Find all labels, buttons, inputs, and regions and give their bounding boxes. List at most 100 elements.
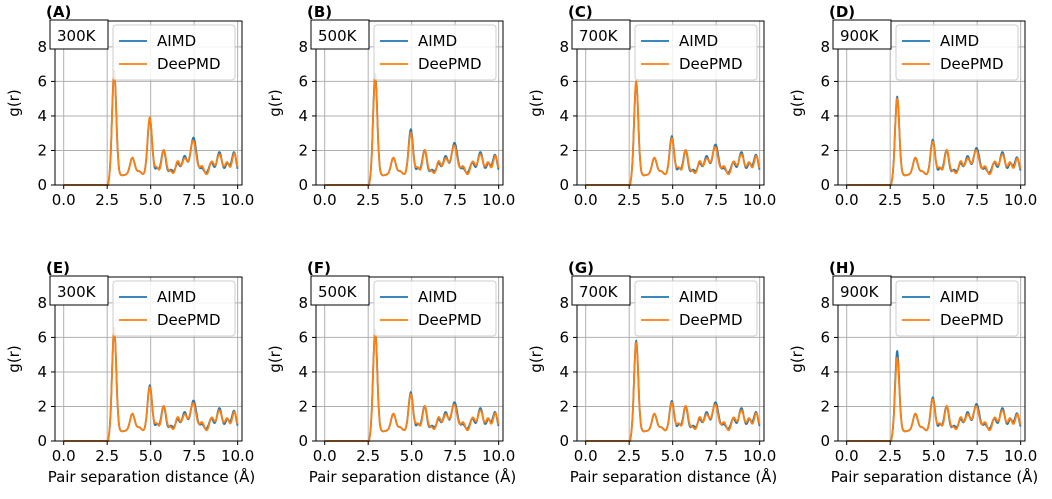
y-tick-label: 6 xyxy=(298,72,308,90)
y-tick-label: 4 xyxy=(37,363,47,381)
panel-h: 0.0 2.5 5.0 7.5 10.0 0 2 4 6 8 g(r) Pair separation… xyxy=(788,259,1038,486)
axes-frame xyxy=(837,20,1026,186)
x-tick-label: 2.5 xyxy=(617,447,641,465)
x-tick-label: 10.0 xyxy=(743,447,776,465)
x-tick-label: 7.5 xyxy=(965,447,989,465)
x-tick-label: 7.5 xyxy=(965,191,989,209)
x-tick-label: 10.0 xyxy=(482,191,515,209)
y-tick-label: 8 xyxy=(820,38,830,56)
legend-deepmd-label: DeePMD xyxy=(157,55,221,73)
x-tick-label: 0.0 xyxy=(835,191,859,209)
temperature-box xyxy=(832,19,892,50)
panel-f: 0.0 2.5 5.0 7.5 10.0 0 2 4 6 8 g(r) Pair separation… xyxy=(266,259,516,486)
axes-frame xyxy=(54,20,243,186)
legend-aimd-label: AIMD xyxy=(157,288,196,306)
temperature-label: 300K xyxy=(57,27,97,45)
y-tick-label: 8 xyxy=(37,294,47,312)
y-tick-label: 0 xyxy=(820,432,830,450)
y-tick-label: 4 xyxy=(820,107,830,125)
y-tick-label: 0 xyxy=(559,176,569,194)
legend-box xyxy=(112,280,236,337)
y-tick-label: 6 xyxy=(37,72,47,90)
x-axis-label: Pair separation distance (Å) xyxy=(309,467,517,486)
y-tick-label: 8 xyxy=(559,294,569,312)
x-tick-label: 2.5 xyxy=(95,447,119,465)
temperature-box xyxy=(49,19,109,50)
axes-frame xyxy=(315,20,504,186)
temperature-box xyxy=(310,275,370,306)
x-axis-label: Pair separation distance (Å) xyxy=(831,467,1039,486)
legend-box xyxy=(373,24,497,81)
y-tick-label: 0 xyxy=(298,176,308,194)
legend-deepmd-label: DeePMD xyxy=(157,311,221,329)
x-tick-label: 0.0 xyxy=(574,191,598,209)
temperature-label: 900K xyxy=(840,27,880,45)
x-tick-label: 10.0 xyxy=(221,447,254,465)
y-tick-label: 8 xyxy=(298,294,308,312)
x-tick-label: 0.0 xyxy=(835,447,859,465)
x-tick-label: 10.0 xyxy=(221,191,254,209)
panel-c: 0.0 2.5 5.0 7.5 10.0 0 2 4 6 8 g(r) (C) 700K AIMD DeeP… xyxy=(527,3,776,209)
x-tick-label: 7.5 xyxy=(443,191,467,209)
y-tick-label: 2 xyxy=(559,397,569,415)
y-tick-label: 4 xyxy=(820,363,830,381)
axes-frame xyxy=(576,276,765,442)
legend-deepmd-label: DeePMD xyxy=(418,311,482,329)
x-tick-label: 0.0 xyxy=(313,447,337,465)
y-tick-label: 6 xyxy=(559,72,569,90)
x-tick-label: 2.5 xyxy=(356,191,380,209)
y-axis-label: g(r) xyxy=(266,345,284,372)
y-tick-label: 6 xyxy=(820,72,830,90)
axes-frame xyxy=(837,276,1026,442)
legend-box xyxy=(895,24,1019,81)
x-axis-label: Pair separation distance (Å) xyxy=(48,467,256,486)
x-tick-label: 7.5 xyxy=(443,447,467,465)
y-tick-label: 2 xyxy=(37,141,47,159)
x-tick-label: 5.0 xyxy=(139,191,163,209)
panel-g: 0.0 2.5 5.0 7.5 10.0 0 2 4 6 8 g(r) Pair separation… xyxy=(527,259,777,486)
temperature-box xyxy=(571,275,631,306)
temperature-label: 300K xyxy=(57,283,97,301)
x-tick-label: 5.0 xyxy=(139,447,163,465)
y-axis-label: g(r) xyxy=(527,345,545,372)
x-tick-label: 5.0 xyxy=(400,447,424,465)
x-tick-label: 2.5 xyxy=(95,191,119,209)
legend-aimd-label: AIMD xyxy=(418,32,457,50)
panel-label: (F) xyxy=(307,259,331,277)
y-tick-label: 2 xyxy=(559,141,569,159)
temperature-label: 700K xyxy=(579,27,619,45)
x-tick-label: 2.5 xyxy=(356,447,380,465)
legend-aimd-label: AIMD xyxy=(418,288,457,306)
x-tick-label: 2.5 xyxy=(878,191,902,209)
legend-aimd-label: AIMD xyxy=(940,288,979,306)
panel-label: (E) xyxy=(46,259,70,277)
y-tick-label: 2 xyxy=(820,397,830,415)
legend-box xyxy=(634,280,758,337)
x-tick-label: 7.5 xyxy=(704,447,728,465)
y-tick-label: 2 xyxy=(298,141,308,159)
y-tick-label: 0 xyxy=(820,176,830,194)
temperature-label: 500K xyxy=(318,283,358,301)
x-tick-label: 2.5 xyxy=(878,447,902,465)
x-tick-label: 10.0 xyxy=(743,191,776,209)
x-axis-label: Pair separation distance (Å) xyxy=(570,467,778,486)
x-tick-label: 0.0 xyxy=(52,191,76,209)
y-tick-label: 2 xyxy=(37,397,47,415)
x-tick-label: 7.5 xyxy=(182,191,206,209)
y-axis-label: g(r) xyxy=(788,89,806,116)
x-tick-label: 7.5 xyxy=(704,191,728,209)
panel-label: (G) xyxy=(568,259,594,277)
legend-deepmd-label: DeePMD xyxy=(418,55,482,73)
legend-aimd-label: AIMD xyxy=(679,288,718,306)
y-tick-label: 4 xyxy=(559,363,569,381)
x-tick-label: 5.0 xyxy=(922,191,946,209)
legend-aimd-label: AIMD xyxy=(157,32,196,50)
x-tick-label: 5.0 xyxy=(922,447,946,465)
x-tick-label: 7.5 xyxy=(182,447,206,465)
y-tick-label: 4 xyxy=(559,107,569,125)
legend-aimd-label: AIMD xyxy=(679,32,718,50)
legend-box xyxy=(373,280,497,337)
y-tick-label: 8 xyxy=(37,38,47,56)
panel-a: 0.0 2.5 5.0 7.5 10.0 0 2 4 6 8 g(r) (A) 300K AIMD DeeP… xyxy=(5,3,254,209)
